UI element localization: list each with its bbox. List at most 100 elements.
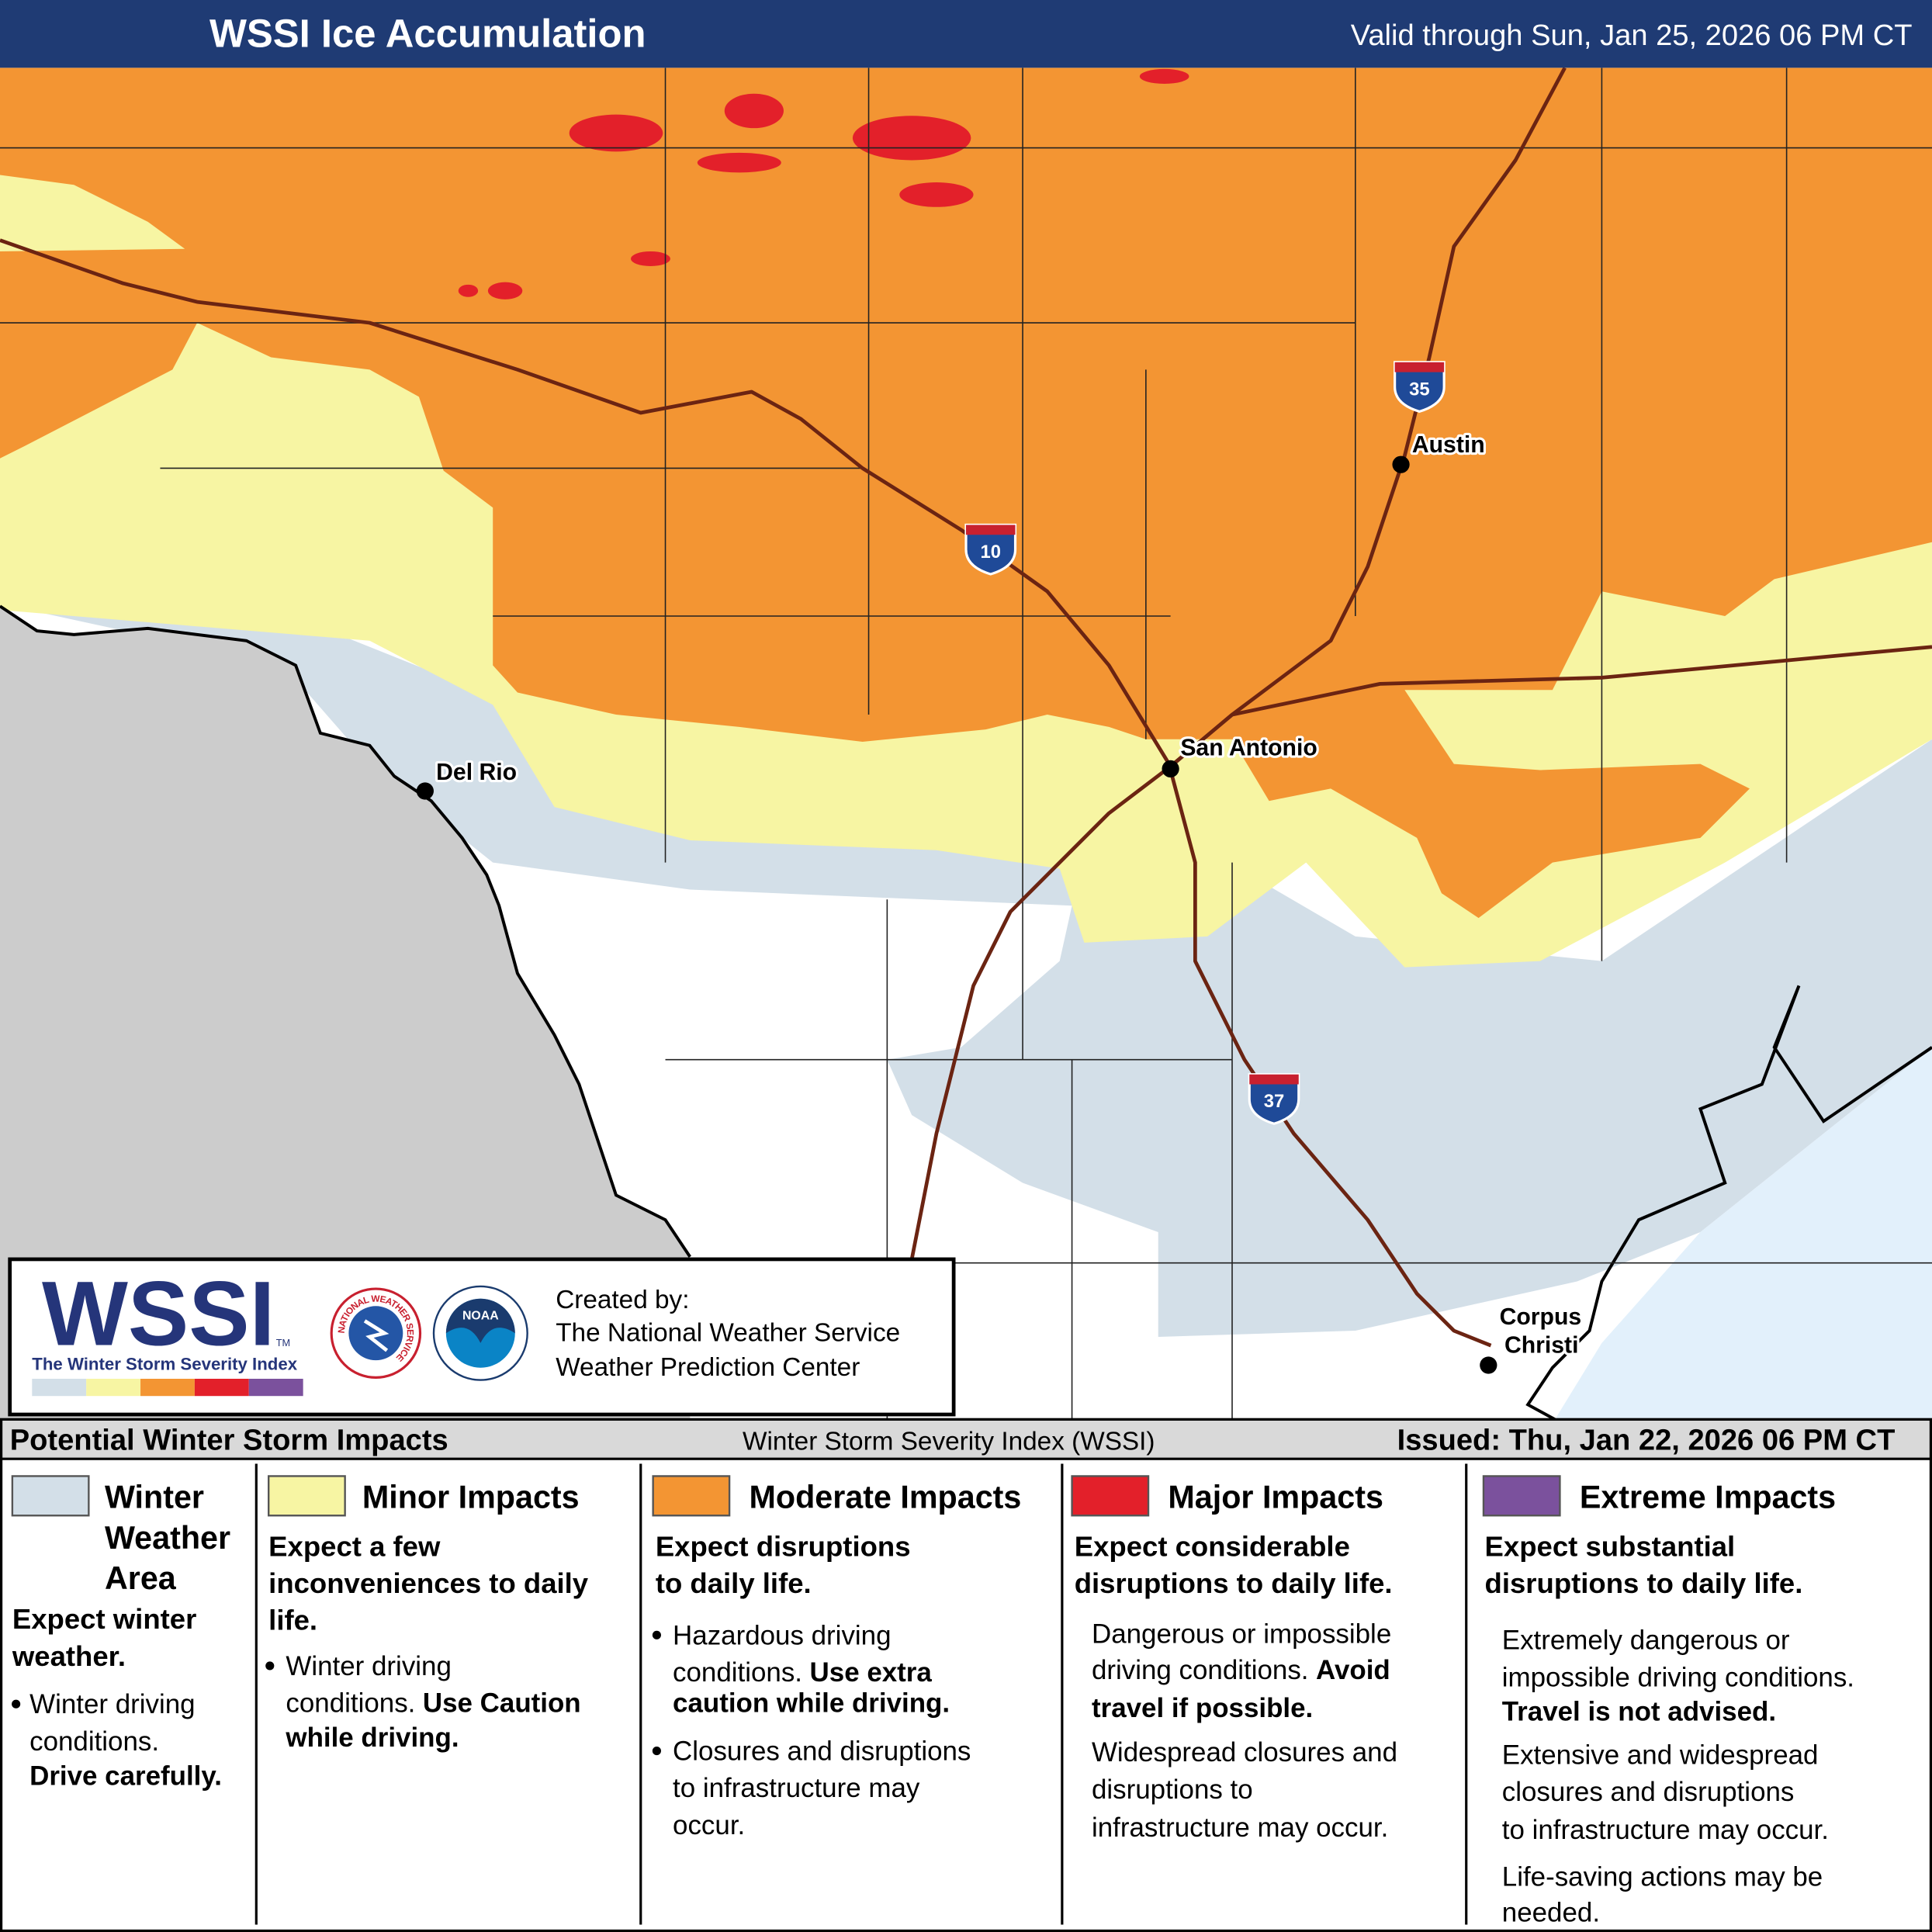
impact-detail-part: travel if possible. — [1092, 1692, 1313, 1723]
impact-detail-part: Life-saving actions may be — [1502, 1861, 1823, 1892]
impact-detail: to infrastructure may occur. — [1502, 1815, 1829, 1845]
shield-body — [1248, 1073, 1300, 1125]
impact-detail: Hazardous driving — [673, 1620, 891, 1650]
impact-detail: Winter driving — [286, 1650, 451, 1681]
impact-detail-part: to infrastructure may occur. — [1502, 1815, 1829, 1845]
impact-detail-part: Travel is not advised. — [1502, 1696, 1776, 1726]
impact-detail-part: Extensive and widespread — [1502, 1740, 1819, 1770]
interstate-routes — [0, 67, 1932, 1348]
impact-lead: disruptions to daily life. — [1075, 1567, 1393, 1599]
noaa-logo: NOAA — [432, 1285, 528, 1381]
impact-detail: infrastructure may occur. — [1092, 1813, 1388, 1843]
impact-detail-part: Dangerous or impossible — [1092, 1619, 1391, 1649]
impact-detail: Travel is not advised. — [1502, 1696, 1776, 1726]
impact-detail: conditions. Use extra — [673, 1657, 932, 1687]
legend-heading-bar — [0, 1418, 1932, 1460]
interstate-10 — [0, 238, 1932, 769]
major-impacts-patch — [852, 116, 971, 161]
impact-lead: weather. — [12, 1640, 126, 1672]
major-impacts-patch — [724, 93, 784, 129]
mexico — [0, 606, 691, 1420]
impact-detail-part: Closures and disruptions — [673, 1736, 971, 1766]
city-label: San Antonio — [1180, 735, 1317, 760]
credit-line: Weather Prediction Center — [556, 1353, 860, 1382]
impact-detail: Winter driving — [29, 1689, 195, 1719]
shield-top — [966, 525, 1016, 535]
valid-time: Valid through Sun, Jan 25, 2026 06 PM CT — [1351, 19, 1913, 52]
impact-detail-part: Winter driving — [29, 1689, 195, 1719]
impact-detail-part: Use Caution — [423, 1688, 581, 1718]
city-label: Del Rio — [436, 760, 517, 785]
shield-body — [964, 523, 1017, 576]
major-impacts-patch — [899, 182, 974, 207]
impact-lead: Expect winter — [12, 1603, 196, 1635]
city-label: Corpus — [1500, 1304, 1582, 1330]
coastline — [1525, 985, 1932, 1421]
impact-title: Winter — [105, 1479, 204, 1515]
interstate-shield: 10 — [964, 523, 1017, 576]
impact-detail: Life-saving actions may be — [1502, 1861, 1823, 1892]
impact-detail-part: Drive carefully. — [29, 1761, 222, 1791]
impact-detail-part: while driving. — [285, 1723, 459, 1753]
bullet — [12, 1699, 21, 1709]
severity-color-cell — [86, 1378, 141, 1397]
shield-top — [1394, 362, 1445, 372]
impact-detail: to infrastructure may — [673, 1773, 920, 1803]
impact-detail-part: caution while driving. — [673, 1688, 950, 1718]
international-border — [0, 604, 691, 1258]
interstate-number: 10 — [981, 542, 1001, 563]
credit-line: Created by: — [556, 1286, 689, 1314]
impact-detail-part: conditions. — [673, 1657, 802, 1687]
credit-line: The National Weather Service — [556, 1319, 900, 1348]
impact-detail: occur. — [673, 1809, 745, 1840]
noaa-text: NOAA — [462, 1309, 499, 1322]
severity-color-cell — [248, 1378, 303, 1397]
impact-detail-part: Use extra — [810, 1657, 933, 1687]
impact-detail-part: conditions. — [29, 1726, 159, 1756]
map: 35 10 37 Austin San Antonio Del Rio Corp… — [0, 67, 1932, 1421]
major-impacts-patch — [1139, 68, 1189, 84]
impact-detail-part: conditions. — [286, 1688, 415, 1718]
impact-detail-part: occur. — [673, 1809, 745, 1840]
impact-detail: Widespread closures and — [1092, 1737, 1397, 1768]
bullet — [652, 1747, 661, 1756]
impact-detail-part: to infrastructure may — [673, 1773, 920, 1803]
gulf-water — [1555, 1047, 1932, 1420]
impact-swatch — [11, 1475, 90, 1517]
impact-lead: Expect disruptions — [656, 1530, 911, 1562]
shield-body — [1394, 361, 1446, 414]
minor-impacts-area — [0, 175, 185, 251]
legend: Potential Winter Storm Impacts Winter St… — [0, 1418, 1932, 1932]
impact-detail-part: Hazardous driving — [673, 1620, 891, 1650]
shield-top — [1249, 1074, 1299, 1085]
interstate-37 — [1169, 769, 1492, 1348]
impact-detail: travel if possible. — [1092, 1692, 1313, 1723]
bullet — [265, 1661, 275, 1671]
impact-detail: disruptions to — [1092, 1774, 1253, 1804]
impact-lead: life. — [268, 1605, 317, 1636]
impact-detail: impossible driving conditions. — [1502, 1662, 1854, 1692]
interstate-shield: 35 — [1394, 361, 1446, 414]
severity-color-cell — [194, 1378, 249, 1397]
city-label: Austin — [1412, 432, 1485, 458]
impact-detail: Closures and disruptions — [673, 1736, 971, 1766]
severity-color-cell — [32, 1378, 87, 1397]
city-dot — [416, 782, 434, 800]
logo-box: WSSI TM The Winter Storm Severity Index … — [8, 1257, 956, 1417]
legend-heading: Potential Winter Storm Impacts — [10, 1424, 448, 1456]
bullet — [652, 1630, 661, 1639]
city-dot — [1480, 1356, 1497, 1374]
major-impacts-patch — [569, 114, 663, 152]
wssi-tagline: The Winter Storm Severity Index — [32, 1354, 297, 1373]
impact-detail: conditions. — [29, 1726, 159, 1756]
impact-detail-part: Avoid — [1316, 1654, 1390, 1684]
major-impacts-patch — [458, 284, 479, 297]
impact-swatch — [267, 1475, 346, 1517]
impact-detail: Dangerous or impossible — [1092, 1619, 1391, 1649]
impact-detail-part: driving conditions. — [1092, 1654, 1309, 1684]
impact-detail: Drive carefully. — [29, 1761, 222, 1791]
interstate-number: 37 — [1264, 1091, 1285, 1112]
impact-detail-part: impossible driving conditions. — [1502, 1662, 1854, 1692]
winter-area — [0, 604, 1932, 1337]
moderate-impacts-area — [0, 68, 1932, 919]
